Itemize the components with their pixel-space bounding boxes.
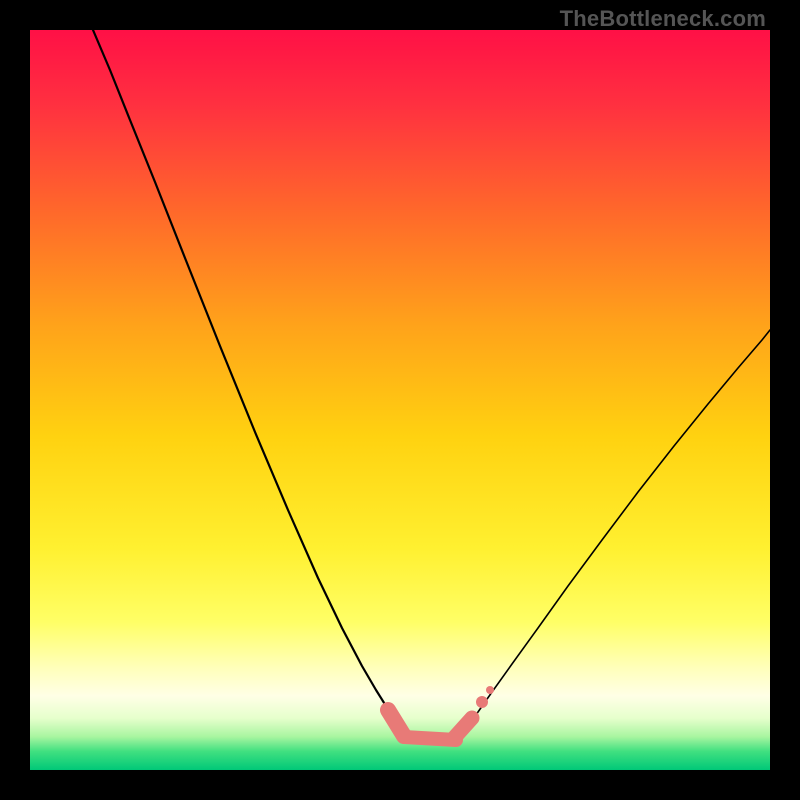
plot-area xyxy=(30,30,770,770)
watermark-text: TheBottleneck.com xyxy=(560,6,766,32)
marker-dot xyxy=(486,686,494,694)
curve-left xyxy=(93,30,398,725)
marker-dot xyxy=(476,696,488,708)
curve-right xyxy=(468,330,770,725)
marker-pill xyxy=(454,718,472,738)
curves-layer xyxy=(30,30,770,770)
